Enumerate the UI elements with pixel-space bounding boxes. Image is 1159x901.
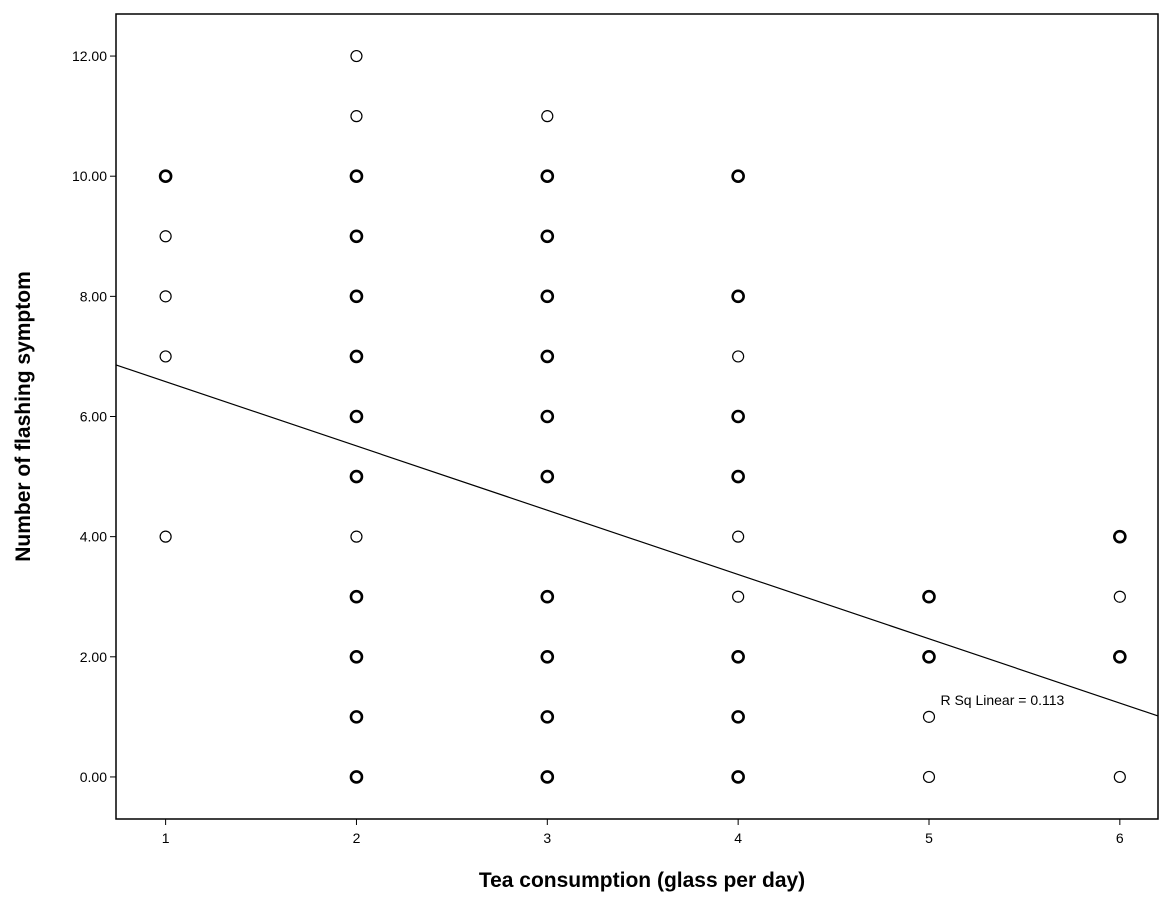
data-point — [731, 169, 745, 184]
data-point — [349, 289, 364, 304]
data-point — [732, 530, 745, 543]
data-point — [540, 589, 555, 604]
data-point — [1113, 529, 1127, 544]
data-point — [540, 289, 555, 304]
data-point — [349, 229, 364, 244]
x-axis: 1 2 3 4 5 6 — [162, 819, 1124, 846]
y-tick-label: 0.00 — [80, 769, 107, 785]
data-point — [540, 169, 555, 184]
data-point — [541, 110, 554, 123]
y-tick-label: 2.00 — [80, 649, 107, 665]
x-tick-label: 3 — [543, 830, 551, 846]
x-axis-title: Tea consumption (glass per day) — [479, 869, 805, 892]
data-point — [922, 710, 936, 723]
x-tick-label: 6 — [1116, 830, 1124, 846]
data-point — [158, 169, 173, 184]
data-point — [350, 110, 363, 123]
y-tick-label: 4.00 — [80, 529, 107, 545]
data-point — [1113, 649, 1127, 664]
data-point — [350, 49, 363, 63]
data-point — [349, 589, 364, 604]
data-point — [731, 710, 745, 724]
data-point — [922, 770, 936, 784]
data-point — [731, 469, 745, 484]
data-point — [540, 649, 555, 664]
data-point — [349, 770, 364, 784]
x-tick-label: 2 — [353, 830, 361, 846]
data-point — [540, 409, 555, 424]
plot-frame — [115, 13, 1159, 820]
data-point — [922, 589, 936, 604]
data-point — [350, 530, 363, 543]
data-point — [159, 530, 172, 543]
data-point — [540, 229, 555, 244]
data-point — [731, 289, 745, 304]
x-tick-label: 5 — [925, 830, 933, 846]
data-point — [922, 649, 936, 664]
data-point — [731, 649, 745, 664]
annotations: R Sq Linear = 0.113 — [940, 692, 1064, 708]
data-point — [1113, 770, 1126, 784]
y-tick-label: 12.00 — [72, 48, 107, 64]
data-point — [349, 649, 364, 664]
y-axis: 0.00 2.00 4.00 6.00 8.00 10.00 12.00 — [72, 48, 116, 785]
data-point — [349, 469, 364, 484]
r-squared-annotation: R Sq Linear = 0.113 — [940, 692, 1064, 708]
y-tick-label: 6.00 — [80, 409, 107, 425]
data-point — [159, 350, 172, 363]
data-point — [349, 710, 364, 724]
x-tick-label: 4 — [734, 830, 742, 846]
data-point — [159, 230, 172, 243]
y-axis-title: Number of flashing symptom — [12, 271, 35, 562]
y-tick-label: 10.00 — [72, 168, 107, 184]
data-point — [349, 409, 364, 424]
data-point — [159, 290, 172, 303]
data-point — [540, 349, 555, 364]
data-points — [158, 49, 1127, 784]
y-tick-label: 8.00 — [80, 288, 107, 304]
data-point — [732, 350, 745, 363]
data-point — [540, 710, 555, 724]
data-point — [540, 770, 555, 784]
x-tick-label: 1 — [162, 830, 170, 846]
data-point — [731, 770, 745, 784]
data-point — [349, 349, 364, 364]
data-point — [349, 169, 364, 184]
data-point — [540, 469, 555, 484]
data-point — [731, 409, 745, 424]
regression-line — [115, 364, 1159, 717]
data-point — [732, 590, 745, 603]
data-point — [1113, 590, 1126, 603]
